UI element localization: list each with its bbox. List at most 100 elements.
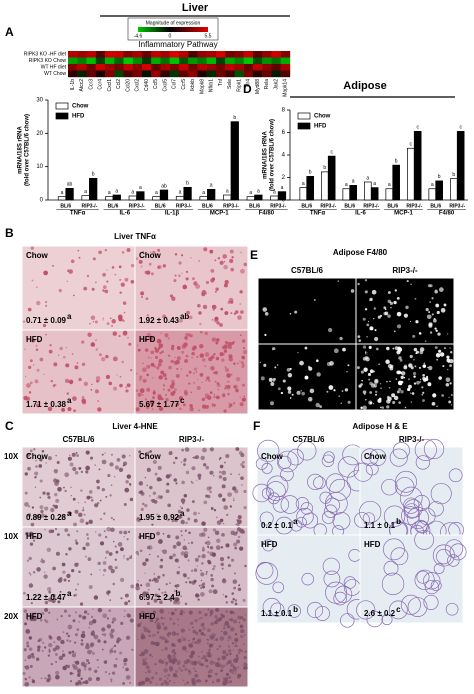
texture [209, 546, 214, 550]
significance-letter: ab [161, 183, 167, 189]
texture [209, 447, 214, 452]
texture [419, 378, 422, 381]
texture [167, 337, 170, 340]
heat-cell [216, 57, 226, 65]
texture [207, 559, 211, 564]
texture [69, 671, 73, 675]
texture [365, 352, 368, 355]
heat-cell [197, 51, 207, 58]
texture [197, 598, 200, 601]
heat-cell [86, 57, 96, 65]
x-tick-label: BL/6 [344, 203, 355, 209]
texture [124, 610, 126, 612]
texture [176, 583, 180, 588]
texture [102, 272, 107, 277]
texture [384, 311, 389, 316]
texture [369, 369, 374, 374]
texture [406, 280, 409, 283]
texture [161, 636, 166, 641]
texture [47, 597, 53, 602]
texture [154, 663, 157, 666]
texture [231, 639, 233, 641]
texture [44, 677, 47, 680]
significance-letter: a [202, 190, 205, 196]
texture [201, 650, 203, 653]
texture [172, 673, 177, 678]
texture [45, 462, 47, 464]
texture [119, 530, 123, 535]
texture [148, 545, 153, 550]
texture [142, 362, 144, 365]
texture [185, 521, 188, 525]
texture [138, 490, 142, 494]
texture [234, 639, 237, 642]
texture [76, 454, 80, 457]
scale-label: -4.6 [134, 33, 143, 39]
texture [409, 354, 413, 359]
texture [237, 535, 241, 539]
panel-label: A [5, 25, 14, 39]
texture [209, 249, 214, 254]
texture [129, 455, 131, 457]
texture [95, 281, 97, 284]
texture [179, 591, 181, 593]
texture [181, 254, 184, 257]
heat-cell [253, 64, 263, 71]
texture [63, 578, 67, 582]
texture [138, 481, 144, 486]
texture [215, 638, 219, 641]
texture [157, 465, 162, 470]
heat-cell [197, 70, 207, 78]
texture [27, 307, 32, 312]
texture [391, 393, 396, 398]
texture [186, 508, 190, 512]
heat-cell [123, 64, 133, 71]
texture [74, 593, 78, 597]
texture [101, 488, 106, 492]
texture [418, 332, 422, 335]
y-tick-label: 8 [282, 108, 286, 114]
texture [334, 585, 353, 603]
texture [145, 582, 151, 588]
texture [152, 459, 158, 465]
texture [182, 403, 186, 407]
texture [193, 667, 195, 670]
texture [146, 601, 151, 606]
y-tick-label: 0 [40, 198, 44, 204]
texture [207, 651, 211, 655]
texture [34, 486, 37, 488]
texture [287, 386, 292, 391]
texture [121, 251, 125, 254]
texture [208, 589, 213, 594]
texture [145, 297, 149, 301]
heat-cell [68, 51, 78, 58]
heat-cell [216, 51, 226, 58]
texture [191, 277, 195, 281]
bar [81, 195, 90, 201]
texture [373, 307, 376, 310]
texture [227, 341, 233, 347]
texture [290, 519, 303, 532]
cell-tag: HFD [139, 532, 156, 541]
texture [223, 505, 229, 510]
texture [38, 464, 43, 468]
gene-label: Cxcl5 [162, 79, 168, 92]
texture [164, 639, 169, 644]
texture [61, 653, 66, 657]
texture [48, 590, 52, 594]
texture [192, 456, 195, 459]
texture [214, 380, 217, 383]
texture [159, 600, 163, 605]
texture [72, 396, 77, 401]
texture [99, 569, 101, 571]
texture [230, 312, 233, 315]
texture [50, 379, 54, 383]
texture [169, 665, 173, 670]
texture [204, 292, 208, 295]
texture [64, 378, 70, 384]
texture [164, 675, 167, 677]
texture [152, 491, 157, 496]
texture [130, 555, 132, 557]
texture [58, 533, 60, 536]
texture [78, 621, 80, 623]
